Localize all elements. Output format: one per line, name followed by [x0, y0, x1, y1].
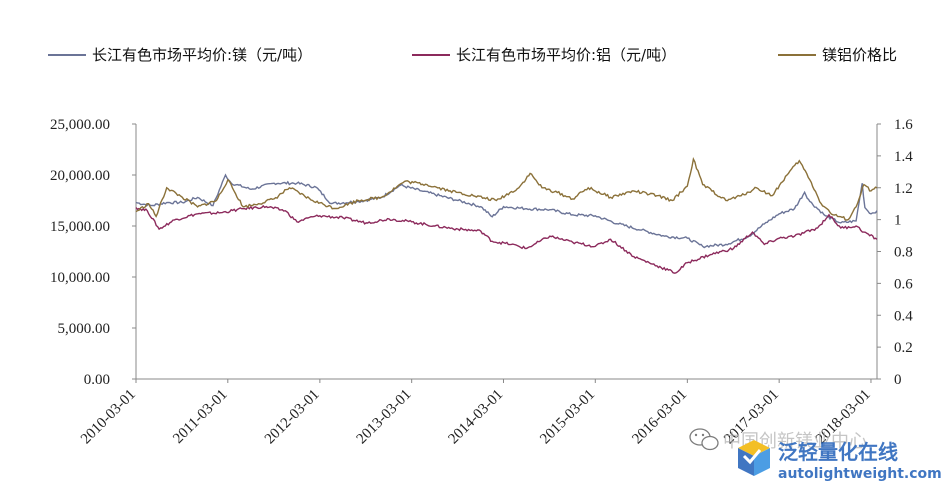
x-tick-label: 2012-03-01: [262, 387, 323, 448]
logo-text: 泛轻量化在线: [778, 440, 898, 464]
right-tick-label: 0: [894, 372, 902, 388]
right-tick-label: 0.4: [894, 308, 913, 324]
x-tick-label: 2011-03-01: [170, 387, 230, 447]
axes: [135, 124, 878, 380]
right-tick-label: 0.8: [894, 245, 913, 261]
left-tick-label: 0.00: [84, 372, 110, 388]
right-tick-label: 1.6: [894, 117, 913, 133]
series-line-1: [135, 173, 878, 249]
wechat-icon: [689, 428, 719, 451]
series-line-3: [135, 156, 878, 221]
right-tick-label: 0.2: [894, 340, 913, 356]
logo-cube-icon: [738, 440, 770, 476]
logo-url: autolightweight.com: [778, 466, 941, 482]
legend: 长江有色市场平均价:镁（元/吨） 长江有色市场平均价:铝（元/吨） 镁铝价格比: [48, 46, 897, 64]
left-tick-label: 10,000.00: [50, 270, 110, 286]
x-tick-label: 2010-03-01: [78, 387, 139, 448]
right-tick-label: 1: [894, 213, 902, 229]
legend-label-1: 长江有色市场平均价:镁（元/吨）: [92, 46, 312, 64]
legend-label-3: 镁铝价格比: [822, 46, 897, 64]
right-tick-label: 1.2: [894, 181, 913, 197]
left-y-ticks: 0.00 5,000.00 10,000.00 15,000.00 20,000.00 2…: [50, 117, 136, 388]
x-tick-label: 2013-03-01: [354, 387, 415, 448]
left-tick-label: 15,000.00: [50, 219, 110, 235]
x-tick-label: 2014-03-01: [445, 387, 506, 448]
series-group: [135, 156, 878, 274]
series-line-2: [135, 204, 878, 274]
x-tick-label: 2016-03-01: [629, 387, 690, 448]
left-tick-label: 20,000.00: [50, 168, 110, 184]
left-tick-label: 25,000.00: [50, 117, 110, 133]
watermark: 中国创新镁业中心 泛轻量化在线 autolightweight.com: [689, 428, 941, 482]
x-tick-label: 2015-03-01: [537, 387, 598, 448]
legend-label-2: 长江有色市场平均价:铝（元/吨）: [456, 46, 676, 64]
left-tick-label: 5,000.00: [58, 321, 111, 337]
right-tick-label: 0.6: [894, 276, 913, 292]
right-tick-label: 1.4: [894, 149, 913, 165]
right-y-ticks: 0 0.2 0.4 0.6 0.8 1 1.2 1.4 1.6: [877, 117, 913, 388]
